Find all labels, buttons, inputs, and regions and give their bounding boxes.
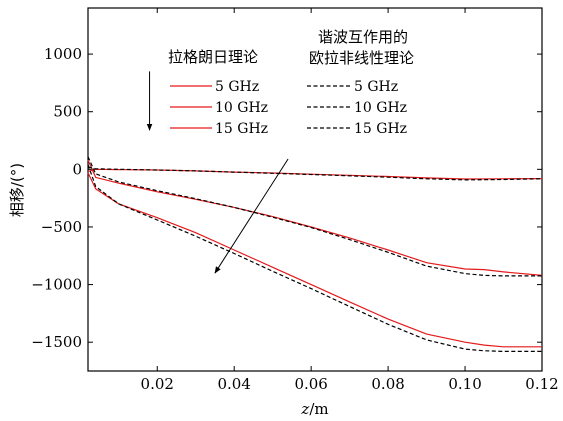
x-tick-label: 0.06 <box>294 375 327 393</box>
y-axis-ticks: 1000 500 0 −500 −1000 −1500 <box>31 45 542 351</box>
legend-left-title: 拉格朗日理论 <box>168 48 258 66</box>
series-line-euler-10ghz <box>87 156 542 277</box>
x-tick-label: 0.12 <box>525 375 558 393</box>
y-tick-label: −1000 <box>31 276 82 294</box>
y-tick-label: −1500 <box>31 333 82 351</box>
legend-label-lagrange: 10 GHz <box>215 100 268 116</box>
legend-label-euler: 10 GHz <box>354 100 407 116</box>
legend-label-lagrange: 15 GHz <box>215 121 268 137</box>
y-tick-label: 1000 <box>44 45 82 63</box>
series-line-lagrange-5ghz <box>87 168 543 180</box>
annotation-layer <box>146 71 289 274</box>
legend-label-euler: 5 GHz <box>354 79 398 95</box>
y-tick-label: −500 <box>41 218 82 236</box>
y-axis-label: 相移/(°) <box>8 163 26 217</box>
x-axis-label: z/m <box>300 400 328 418</box>
legend-label-lagrange: 5 GHz <box>215 79 259 95</box>
y-tick-label: 500 <box>53 103 82 121</box>
series-line-lagrange-15ghz <box>87 172 542 348</box>
legend-right-title-line2: 欧拉非线性理论 <box>309 49 414 67</box>
legend-label-euler: 15 GHz <box>354 121 407 137</box>
y-tick-label: 0 <box>72 160 82 178</box>
annotation-arrow-2 <box>214 158 289 274</box>
plot-frame <box>87 7 543 372</box>
series-line-euler-15ghz <box>87 164 542 352</box>
legend-right-title-line1: 谐波互作用的 <box>318 28 408 46</box>
x-tick-label: 0.02 <box>141 375 174 393</box>
x-tick-label: 0.10 <box>448 375 481 393</box>
x-axis-ticks: 0.02 0.04 0.06 0.08 0.10 0.12 <box>141 8 559 393</box>
x-tick-label: 0.08 <box>371 375 404 393</box>
legend-entries: 5 GHz 10 GHz 15 GHz 5 GHz 10 GHz 15 GHz <box>170 79 407 137</box>
series-layer <box>87 156 543 352</box>
series-line-euler-5ghz <box>87 166 543 181</box>
x-tick-label: 0.04 <box>218 375 251 393</box>
